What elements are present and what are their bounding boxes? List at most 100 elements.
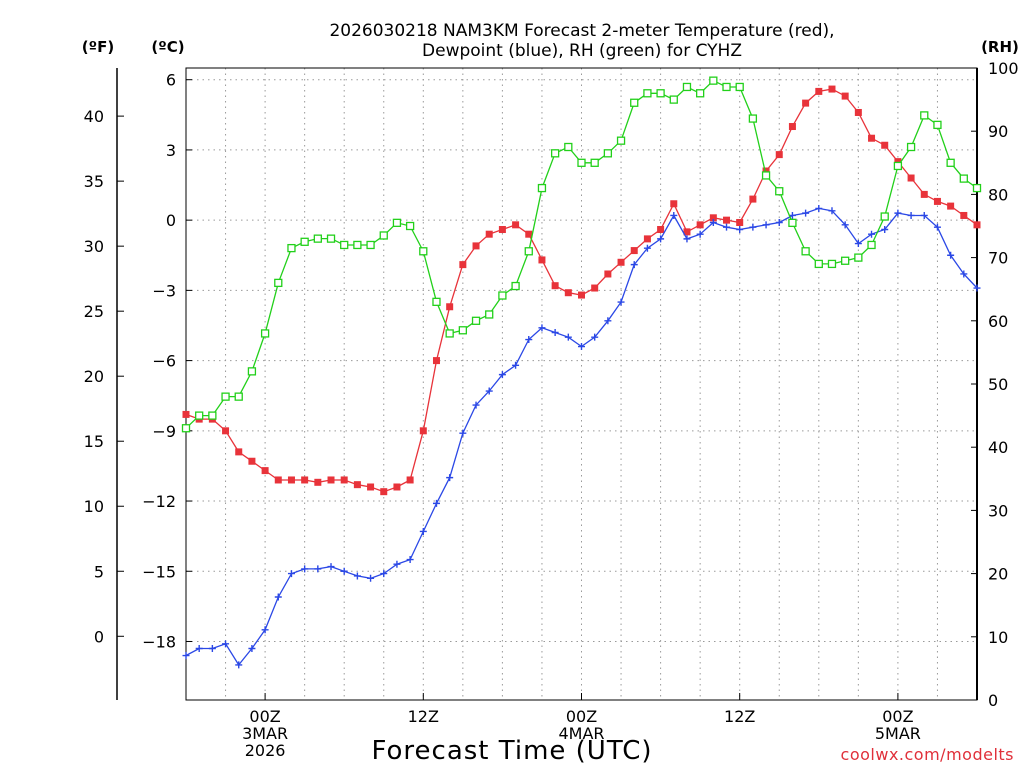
data-point bbox=[195, 645, 203, 653]
data-point bbox=[182, 410, 190, 418]
f-tick-label: 20 bbox=[84, 367, 104, 386]
x-tick-label: 4MAR bbox=[558, 724, 604, 743]
data-point bbox=[868, 230, 876, 238]
data-point bbox=[947, 202, 955, 210]
data-point bbox=[498, 371, 506, 379]
x-tick-label: 3MAR bbox=[242, 724, 288, 743]
series-rh bbox=[181, 76, 982, 433]
data-point bbox=[419, 527, 427, 535]
data-point bbox=[920, 211, 928, 219]
data-point bbox=[367, 483, 375, 491]
data-point bbox=[393, 560, 401, 568]
data-point bbox=[485, 310, 494, 319]
data-point bbox=[432, 357, 440, 365]
data-point bbox=[261, 626, 269, 634]
data-point bbox=[208, 645, 216, 653]
grid-lines bbox=[186, 68, 977, 700]
data-point bbox=[788, 211, 796, 219]
data-point bbox=[761, 171, 771, 180]
data-point bbox=[577, 158, 586, 167]
data-point bbox=[485, 230, 493, 238]
data-point bbox=[525, 230, 533, 238]
data-point bbox=[894, 209, 902, 217]
data-point bbox=[353, 240, 362, 250]
data-point bbox=[182, 652, 190, 660]
data-point bbox=[788, 218, 797, 227]
data-point bbox=[274, 278, 283, 288]
data-point bbox=[353, 572, 361, 580]
data-point bbox=[959, 174, 968, 183]
data-point bbox=[287, 243, 296, 253]
data-point bbox=[393, 483, 401, 491]
data-point bbox=[669, 95, 678, 104]
data-point bbox=[538, 324, 546, 332]
data-point bbox=[801, 247, 810, 256]
data-point bbox=[459, 261, 467, 269]
data-point bbox=[537, 183, 547, 193]
data-point bbox=[841, 221, 849, 229]
c-tick-label: 6 bbox=[166, 71, 176, 90]
data-point bbox=[590, 158, 599, 167]
data-point bbox=[723, 216, 731, 224]
data-point bbox=[406, 476, 414, 484]
data-point bbox=[881, 226, 889, 234]
data-point bbox=[656, 89, 665, 98]
c-tick-label: −9 bbox=[152, 422, 176, 441]
data-point bbox=[327, 476, 335, 484]
rh-unit-label: (RH) bbox=[981, 38, 1019, 56]
celsius-axis: −18 −15 −12 −9 −6 −3 0 3 6 bbox=[142, 71, 192, 651]
data-point bbox=[947, 251, 955, 259]
rh-tick-label: 10 bbox=[988, 628, 1008, 647]
data-point bbox=[841, 92, 849, 100]
data-point bbox=[498, 226, 506, 234]
data-point bbox=[960, 211, 968, 219]
data-point bbox=[630, 261, 638, 269]
data-point bbox=[248, 457, 256, 465]
data-point bbox=[274, 593, 282, 601]
data-point bbox=[551, 282, 559, 290]
data-point bbox=[920, 190, 928, 198]
data-point bbox=[327, 563, 335, 571]
data-point bbox=[287, 476, 295, 484]
data-point bbox=[353, 481, 361, 489]
data-point bbox=[261, 467, 269, 475]
x-tick-label: 12Z bbox=[408, 707, 439, 726]
data-point bbox=[893, 161, 903, 171]
data-point bbox=[591, 284, 599, 292]
c-tick-label: 3 bbox=[166, 141, 176, 160]
data-point bbox=[749, 195, 757, 203]
data-point bbox=[498, 291, 507, 300]
data-point bbox=[512, 361, 520, 369]
c-tick-label: −12 bbox=[142, 492, 176, 511]
f-tick-label: 0 bbox=[94, 627, 104, 646]
data-point bbox=[314, 478, 322, 486]
data-point bbox=[815, 87, 823, 95]
data-point bbox=[472, 401, 480, 409]
f-tick-label: 30 bbox=[84, 237, 104, 256]
source-credit: coolwx.com/modelts bbox=[841, 745, 1014, 764]
data-point bbox=[248, 645, 256, 653]
rh-tick-label: 100 bbox=[988, 59, 1019, 78]
data-point bbox=[616, 136, 626, 145]
data-point bbox=[617, 258, 625, 266]
data-point bbox=[550, 149, 560, 158]
data-point bbox=[301, 565, 309, 573]
data-point bbox=[828, 85, 836, 93]
data-point bbox=[802, 99, 810, 107]
f-tick-label: 10 bbox=[84, 497, 104, 516]
data-point bbox=[195, 411, 204, 420]
f-tick-label: 35 bbox=[84, 172, 104, 191]
data-point bbox=[775, 218, 783, 226]
data-point bbox=[907, 211, 915, 219]
data-point bbox=[854, 108, 862, 116]
c-tick-label: −15 bbox=[142, 562, 176, 581]
data-point bbox=[405, 221, 415, 231]
x-tick-label: 5MAR bbox=[875, 724, 921, 743]
rh-tick-label: 0 bbox=[988, 691, 998, 710]
data-point bbox=[972, 183, 982, 193]
data-point bbox=[854, 240, 862, 248]
x-tick-label: 00Z bbox=[566, 707, 597, 726]
data-point bbox=[814, 259, 823, 269]
data-point bbox=[735, 82, 744, 92]
